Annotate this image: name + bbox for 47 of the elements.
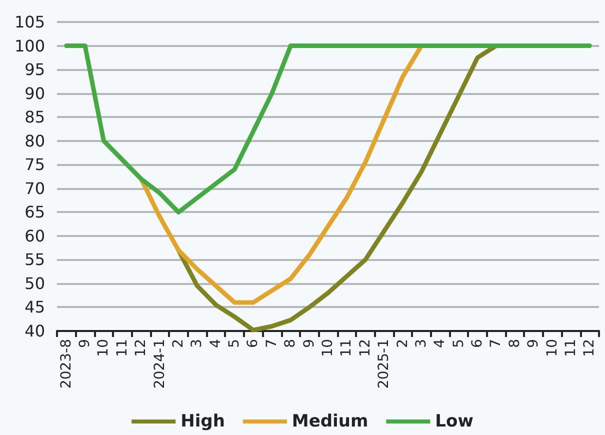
- x-tick-label: 12: [133, 339, 150, 357]
- x-tick-label: 5: [450, 339, 467, 348]
- y-tick-label: 105: [14, 12, 45, 32]
- x-tick-label: 9: [77, 339, 94, 348]
- x-tick-label: 7: [264, 339, 280, 348]
- x-tick-label: 8: [506, 339, 523, 348]
- x-tick-label: 4: [208, 338, 224, 348]
- y-tick-label: 60: [24, 226, 45, 246]
- x-tick-label: 12: [357, 339, 374, 357]
- x-tick-label: 9: [301, 339, 318, 348]
- legend-label: Medium: [292, 412, 368, 432]
- y-tick-label: 80: [24, 131, 45, 150]
- x-tick-label: 10: [320, 339, 336, 357]
- y-tick-label: 45: [24, 298, 45, 317]
- x-tick-label: 7: [488, 339, 504, 348]
- y-tick-label: 40: [24, 322, 45, 340]
- x-tick-label: 11: [338, 339, 355, 357]
- x-tick-label: 2023-8: [58, 339, 74, 389]
- x-tick-label: 4: [432, 338, 448, 348]
- legend-label: High: [180, 412, 225, 432]
- x-tick-label: 2024-1: [152, 339, 168, 389]
- y-tick-label: 65: [24, 202, 45, 222]
- x-tick-label: 8: [282, 339, 299, 348]
- x-tick-label: 11: [562, 339, 579, 357]
- y-tick-label: 85: [24, 108, 45, 127]
- x-tick-label: 2025-1: [376, 339, 392, 389]
- x-tick-label: 6: [245, 338, 262, 348]
- line-series: [64, 44, 592, 214]
- y-tick-label: 55: [24, 250, 45, 270]
- x-tick-label: 5: [226, 339, 243, 348]
- legend-label: Low: [435, 412, 474, 432]
- x-tick-label: 10: [96, 339, 112, 357]
- x-tick-label: 9: [526, 339, 542, 348]
- y-tick-label: 75: [24, 155, 45, 174]
- x-tick-label: 2: [394, 339, 411, 348]
- x-tick-label: 10: [544, 339, 560, 357]
- y-tick-label: 95: [24, 60, 45, 80]
- x-tick-label: 3: [413, 339, 430, 348]
- y-tick-label: 90: [24, 84, 45, 103]
- y-tick-label: 50: [24, 274, 45, 293]
- y-tick-label: 100: [14, 36, 45, 56]
- x-tick-label: 3: [189, 339, 206, 348]
- x-tick-label: 12: [582, 339, 598, 357]
- y-tick-label: 70: [24, 178, 45, 198]
- x-tick-label: 2: [170, 339, 186, 348]
- x-tick-label: 6: [470, 338, 486, 348]
- x-tick-label: 11: [114, 339, 130, 357]
